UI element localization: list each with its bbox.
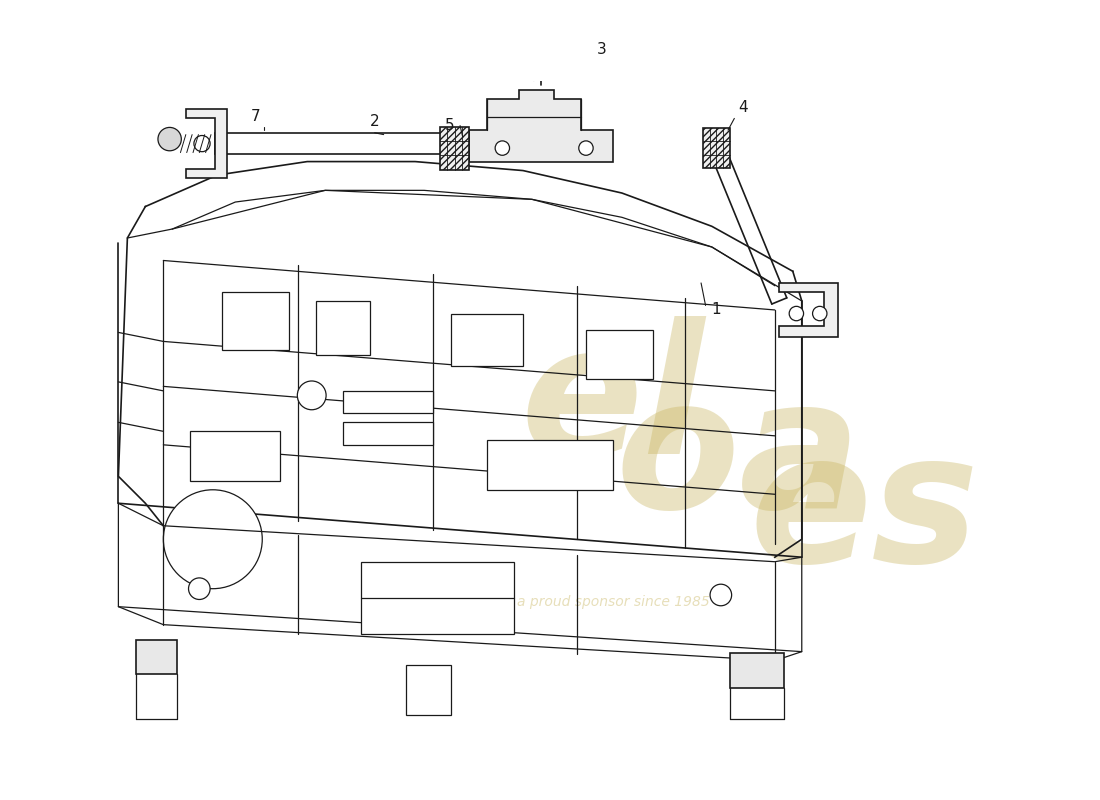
Circle shape	[194, 135, 210, 152]
Text: 6: 6	[539, 0, 549, 2]
Text: es: es	[750, 424, 980, 600]
Circle shape	[158, 127, 182, 150]
Bar	[586, 330, 653, 379]
Circle shape	[711, 584, 732, 606]
Polygon shape	[528, 0, 553, 14]
Bar	[343, 422, 433, 445]
Bar	[136, 640, 177, 674]
Text: 7: 7	[251, 109, 260, 124]
Bar	[703, 128, 729, 168]
Bar	[406, 665, 451, 714]
Bar	[451, 314, 522, 366]
Circle shape	[163, 490, 262, 589]
Bar	[361, 562, 514, 634]
Text: 4: 4	[738, 100, 748, 115]
Bar	[190, 431, 280, 481]
Bar	[729, 654, 784, 688]
Bar	[440, 126, 469, 170]
Polygon shape	[186, 110, 228, 178]
Circle shape	[188, 578, 210, 599]
Text: oa: oa	[616, 370, 861, 546]
Text: 3: 3	[597, 42, 607, 57]
Polygon shape	[469, 90, 613, 162]
Bar	[487, 440, 613, 490]
Circle shape	[495, 141, 509, 155]
Bar	[343, 391, 433, 414]
Circle shape	[813, 306, 827, 321]
Text: 1: 1	[712, 302, 722, 318]
Bar	[316, 301, 371, 355]
Text: 5: 5	[444, 118, 454, 133]
Text: 2: 2	[370, 114, 379, 129]
Text: a proud sponsor since 1985: a proud sponsor since 1985	[517, 595, 710, 609]
Polygon shape	[779, 283, 838, 337]
Circle shape	[789, 306, 804, 321]
Circle shape	[297, 381, 326, 410]
Text: el: el	[520, 316, 705, 492]
Circle shape	[579, 141, 593, 155]
Bar	[222, 292, 289, 350]
